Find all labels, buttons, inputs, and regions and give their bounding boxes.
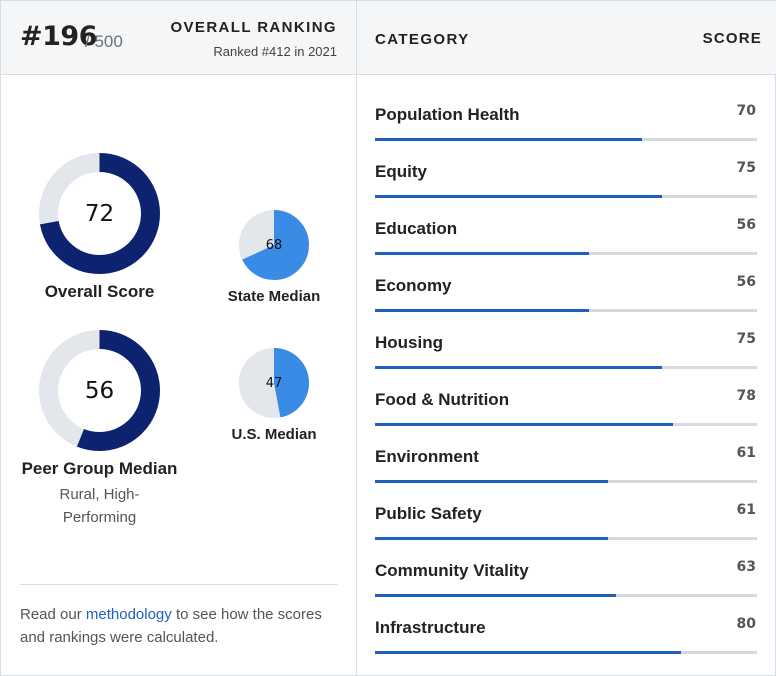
score-bar-fill [375, 252, 589, 255]
category-row: Infrastructure 80 [357, 589, 776, 654]
category-score: 63 [736, 559, 756, 575]
score-column-header: SCORE [702, 30, 762, 47]
category-name: Community Vitality [375, 561, 529, 580]
score-bar-track [375, 138, 757, 141]
category-score: 61 [736, 445, 756, 461]
score-bar-track [375, 252, 757, 255]
score-bar-fill [375, 366, 662, 369]
category-score: 78 [736, 388, 756, 404]
category-row: Community Vitality 63 [357, 532, 776, 597]
category-name: Public Safety [375, 504, 482, 523]
score-bar-fill [375, 423, 673, 426]
column-divider [356, 1, 357, 676]
category-row: Equity 75 [357, 133, 776, 198]
category-row: Food & Nutrition 78 [357, 361, 776, 426]
overall-score-donut: 72 [39, 153, 160, 274]
category-row: Environment 61 [357, 418, 776, 483]
category-score: 80 [736, 616, 756, 632]
category-table-header: CATEGORY SCORE [357, 1, 776, 75]
category-score: 56 [736, 274, 756, 290]
us-median-donut: 47 [239, 348, 309, 418]
donut-value-arc [39, 330, 160, 451]
category-row: Housing 75 [357, 304, 776, 369]
donut-value-arc [239, 210, 309, 280]
category-name: Housing [375, 333, 443, 352]
score-bar-fill [375, 480, 609, 483]
peer-group-median-donut: 56 [39, 330, 160, 451]
score-bar-track [375, 651, 757, 654]
peer-group-sublabel-1: Rural, High- [59, 486, 140, 503]
score-bar-track [375, 195, 757, 198]
category-name: Environment [375, 447, 479, 466]
peer-group-median-label: Peer Group Median [21, 459, 178, 478]
category-row: Public Safety 61 [357, 475, 776, 540]
score-bar-track [375, 594, 757, 597]
donut-value-arc [39, 153, 160, 274]
category-score: 56 [736, 217, 756, 233]
peer-group-sublabel-2: Performing [62, 509, 137, 526]
methodology-note: Read our methodology to see how the scor… [20, 603, 350, 649]
overall-ranking-title: OVERALL RANKING [170, 19, 337, 36]
score-bar-track [375, 423, 757, 426]
score-bar-track [375, 366, 757, 369]
score-bar-fill [375, 309, 589, 312]
category-score: 75 [736, 331, 756, 347]
ranking-header: #196 / 500 OVERALL RANKING Ranked #412 i… [1, 1, 356, 75]
overall-score-label: Overall Score [44, 282, 155, 301]
overall-score-value: 72 [84, 200, 115, 227]
peer-group-median-value: 56 [84, 377, 115, 404]
rank-number: #196 [20, 21, 97, 52]
score-bar-fill [375, 594, 616, 597]
state-median-label: State Median [227, 288, 321, 305]
category-column-header: CATEGORY [375, 31, 470, 48]
methodology-link[interactable]: methodology [85, 606, 172, 623]
category-name: Economy [375, 276, 452, 295]
donut-value-arc [239, 348, 309, 418]
score-bar-track [375, 309, 757, 312]
category-score: 75 [736, 160, 756, 176]
us-median-value: 47 [265, 375, 283, 391]
us-median-label: U.S. Median [231, 426, 317, 443]
category-score: 70 [736, 103, 756, 119]
score-bar-fill [375, 138, 643, 141]
methodology-note-before: Read our [20, 606, 86, 623]
previous-ranking: Ranked #412 in 2021 [213, 44, 337, 59]
score-bar-fill [375, 537, 609, 540]
category-row: Population Health 70 [357, 76, 776, 141]
rank-total: / 500 [85, 32, 123, 51]
category-name: Food & Nutrition [375, 390, 510, 409]
score-bar-track [375, 537, 757, 540]
methodology-note-after: to see how the scores and rankings were … [20, 606, 322, 646]
section-divider [20, 584, 338, 585]
category-name: Equity [375, 162, 427, 181]
category-row: Education 56 [357, 190, 776, 255]
category-name: Population Health [375, 105, 520, 124]
score-bar-fill [375, 651, 681, 654]
category-score: 61 [736, 502, 756, 518]
category-name: Education [375, 219, 458, 238]
score-bar-fill [375, 195, 662, 198]
state-median-value: 68 [265, 237, 283, 253]
category-name: Infrastructure [375, 618, 486, 637]
score-bar-track [375, 480, 757, 483]
category-row: Economy 56 [357, 247, 776, 312]
state-median-donut: 68 [239, 210, 309, 280]
